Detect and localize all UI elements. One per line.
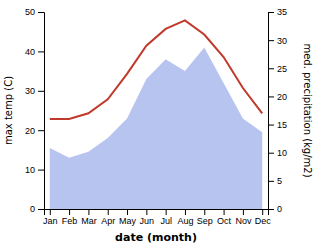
tick-label: Dec (255, 216, 272, 226)
tick: Jun (140, 209, 155, 226)
tick: 5 (268, 176, 282, 186)
tick-label: Nov (235, 216, 252, 226)
tick-label: 0 (277, 204, 282, 214)
tick-label: Aug (177, 216, 193, 226)
tick-mark (268, 40, 274, 41)
tick: 10 (268, 148, 287, 158)
axis-line (269, 13, 275, 210)
tick-label: 15 (277, 120, 287, 130)
tick-label: 30 (277, 36, 287, 46)
tick-mark (262, 209, 263, 215)
tick: 50 (25, 7, 44, 17)
tick-label: 35 (277, 7, 287, 17)
x-axis: Jan FebMar Apr MayJun Jul Aug Sep OctNovDec (43, 209, 271, 226)
tick-label: Apr (101, 216, 115, 226)
tick-mark (38, 91, 44, 92)
tick: 40 (25, 47, 44, 57)
tick-label: 30 (25, 86, 35, 96)
tick-mark (185, 209, 186, 215)
tick-mark (268, 209, 274, 210)
tick: 35 (268, 7, 287, 17)
tick-label: Oct (217, 216, 232, 226)
plot: Jan FebMar Apr MayJun Jul Aug Sep OctNovDec 0 10 2… (3, 7, 313, 244)
tick-mark (268, 68, 274, 69)
tick: 10 (25, 165, 44, 175)
tick: 30 (268, 36, 287, 46)
tick-mark (204, 209, 205, 215)
tick-label: 25 (277, 64, 287, 74)
tick-mark (38, 12, 44, 13)
marks (50, 20, 262, 209)
axis-line (45, 210, 269, 216)
tick-mark (268, 153, 274, 154)
tick: 15 (268, 120, 287, 130)
tick: Aug (177, 209, 193, 226)
x-axis-title: date (month) (115, 231, 197, 244)
tick-label: May (119, 216, 137, 226)
tick: 30 (25, 86, 44, 96)
tick: Jan (43, 209, 58, 226)
tick: Nov (235, 209, 252, 226)
tick-mark (38, 130, 44, 131)
tick-label: 40 (25, 47, 35, 57)
tick-mark (38, 170, 44, 171)
tick: Dec (255, 209, 272, 226)
tick: Feb (62, 209, 78, 226)
tick-label: 20 (25, 126, 35, 136)
tick-label: 10 (25, 165, 35, 175)
tick: 0 (268, 204, 282, 214)
tick-mark (268, 96, 274, 97)
tick-mark (224, 209, 225, 215)
tick-mark (166, 209, 167, 215)
tick: Sep (197, 209, 213, 226)
tick-label: Jun (140, 216, 155, 226)
tick-mark (108, 209, 109, 215)
chart: Jan FebMar Apr MayJun Jul Aug Sep OctNovDec 0 10 2… (0, 0, 318, 247)
tick-mark (127, 209, 128, 215)
tick: 20 (268, 92, 287, 102)
tick: 0 (30, 204, 44, 214)
tick: May (119, 209, 137, 226)
line (50, 20, 262, 119)
tick-mark (38, 51, 44, 52)
tick-mark (38, 209, 44, 210)
tick: Apr (101, 209, 115, 226)
tick-mark (243, 209, 244, 215)
tick: Mar (81, 209, 97, 226)
tick-mark (69, 209, 70, 215)
y-axis: 0 10 20 30 40 50 (25, 7, 45, 214)
tick-label: 0 (30, 204, 35, 214)
tick-label: Jan (43, 216, 58, 226)
y-axis-title: max temp (C) (3, 76, 14, 145)
tick-label: Jul (160, 216, 172, 226)
tick: Oct (217, 209, 232, 226)
tick-label: 5 (277, 176, 282, 186)
tick-mark (50, 209, 51, 215)
y2-axis: 0 5 10 15 20 25 30 35 (268, 7, 287, 214)
tick-label: 50 (25, 7, 35, 17)
tick: 20 (25, 126, 44, 136)
tick-label: 10 (277, 148, 287, 158)
tick-mark (146, 209, 147, 215)
tick-mark (88, 209, 89, 215)
tick-label: Feb (62, 216, 78, 226)
tick-mark (268, 12, 274, 13)
tick-mark (268, 181, 274, 182)
axis-line (38, 13, 45, 210)
tick: Jul (160, 209, 172, 226)
tick-label: Sep (197, 216, 213, 226)
tick-label: 20 (277, 92, 287, 102)
tick-mark (268, 125, 274, 126)
tick-label: Mar (81, 216, 97, 226)
area (50, 47, 262, 209)
y2-axis-title: med. precipitation (kg/m2) (302, 43, 313, 177)
tick: 25 (268, 64, 287, 74)
